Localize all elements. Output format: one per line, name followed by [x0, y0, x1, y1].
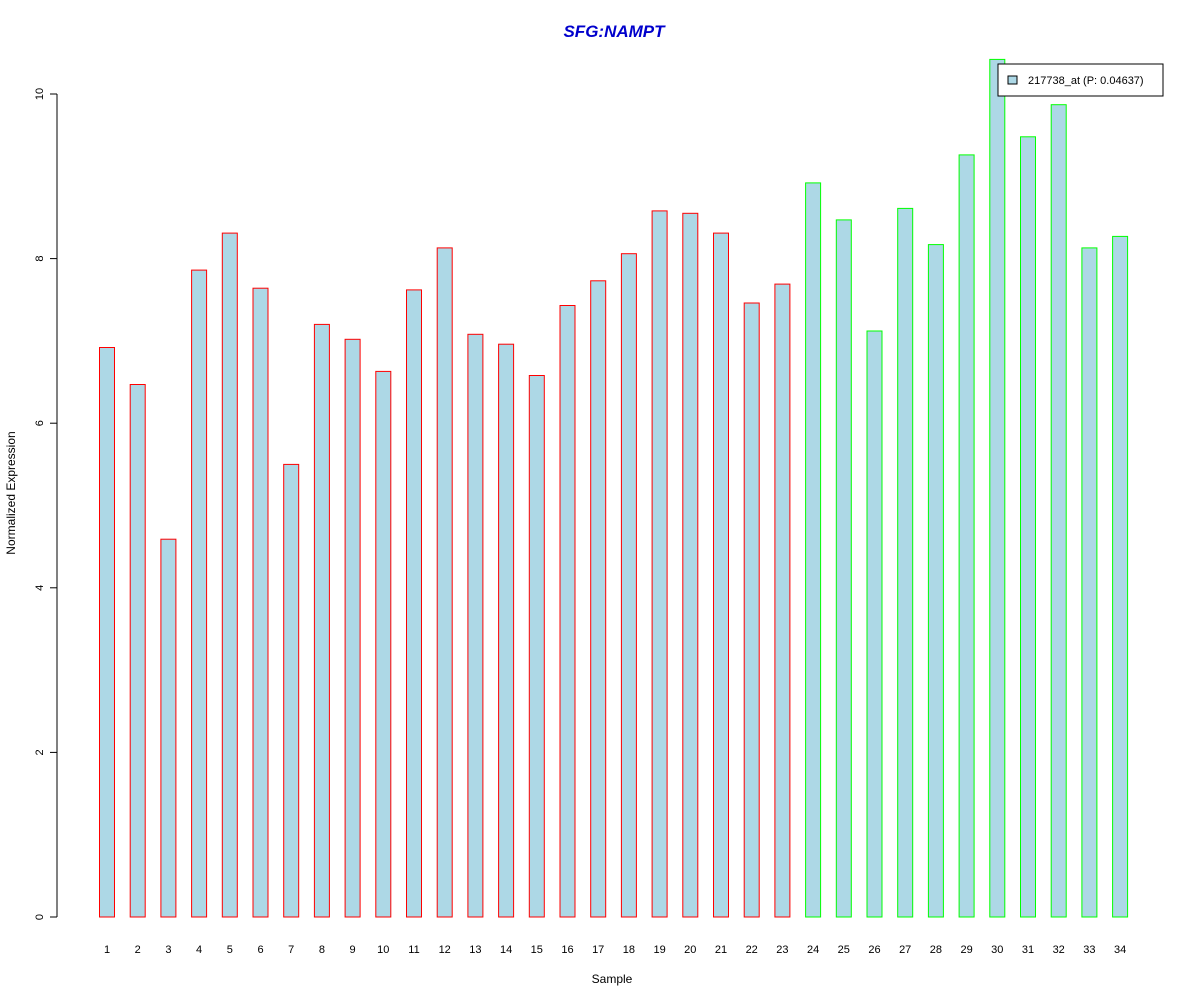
x-tick-label: 19: [653, 944, 665, 956]
bar-sample-19: [651, 210, 668, 918]
bar-sample-20: [682, 212, 699, 918]
bar-sample-11: [406, 289, 422, 918]
x-tick-label: 13: [469, 944, 481, 956]
x-tick-label: 23: [776, 944, 788, 956]
x-tick-label: 30: [991, 944, 1003, 956]
bar-sample-16: [559, 305, 576, 918]
bar-sample-8: [313, 323, 330, 918]
x-tick-label: 11: [408, 944, 419, 956]
bar-sample-10: [375, 370, 392, 918]
y-tick-label: 0: [34, 914, 46, 920]
x-tick-label: 20: [684, 944, 696, 956]
x-tick-label: 12: [439, 944, 451, 956]
bar-sample-22: [743, 302, 760, 918]
bar-sample-1: [99, 347, 115, 918]
bar-sample-33: [1081, 247, 1098, 918]
bar-sample-18: [620, 253, 637, 918]
bar-sample-9: [344, 338, 361, 918]
bar-sample-21: [713, 232, 729, 918]
legend-box: [997, 63, 1164, 97]
x-tick-label: 7: [288, 944, 294, 956]
bar-sample-14: [498, 343, 515, 918]
bar-sample-5: [221, 232, 238, 918]
y-tick-label: 8: [34, 256, 46, 262]
bar-sample-6: [252, 287, 269, 918]
x-tick-label: 28: [930, 944, 942, 956]
x-tick-label: 33: [1083, 944, 1095, 956]
bar-sample-12: [436, 247, 453, 918]
bar-sample-23: [774, 283, 791, 918]
legend-swatch: [1007, 75, 1018, 85]
x-tick-label: 9: [350, 944, 356, 956]
x-tick-label: 32: [1053, 944, 1065, 956]
x-tick-label: 6: [257, 944, 263, 956]
x-tick-label: 21: [715, 944, 727, 956]
x-tick-label: 15: [531, 944, 543, 956]
x-tick-label: 31: [1022, 944, 1034, 956]
x-tick-label: 5: [227, 944, 233, 956]
bar-sample-13: [467, 333, 484, 918]
bar-sample-25: [835, 219, 852, 918]
x-tick-label: 34: [1114, 944, 1126, 956]
bar-sample-31: [1020, 136, 1036, 918]
x-tick-label: 25: [838, 944, 850, 956]
bar-sample-17: [590, 280, 607, 918]
x-tick-label: 14: [500, 944, 512, 956]
chart-title: SFG:NAMPT: [563, 22, 666, 41]
bar-sample-2: [129, 384, 146, 918]
y-tick-label: 4: [34, 585, 46, 591]
x-axis-label: Sample: [592, 972, 633, 986]
bar-sample-26: [866, 330, 883, 918]
x-tick-label: 2: [135, 944, 141, 956]
x-tick-label: 3: [165, 944, 171, 956]
bar-sample-4: [191, 269, 208, 918]
bar-sample-7: [283, 463, 300, 918]
legend: 217738_at (P: 0.04637): [997, 63, 1164, 97]
x-tick-label: 8: [319, 944, 325, 956]
bar-sample-34: [1112, 235, 1129, 918]
bar-sample-27: [897, 207, 914, 918]
bar-sample-3: [160, 538, 177, 918]
y-tick-label: 2: [34, 749, 46, 755]
bar-sample-32: [1050, 104, 1067, 918]
y-axis: 0 2 4 6 8 10: [34, 88, 58, 920]
y-tick-label: 6: [34, 420, 46, 426]
x-tick-label: 22: [746, 944, 758, 956]
x-tick-label: 17: [592, 944, 604, 956]
bar-sample-28: [927, 244, 944, 918]
x-tick-label: 24: [807, 944, 819, 956]
x-tick-label: 27: [899, 944, 911, 956]
bars-group: [99, 58, 1129, 918]
y-axis-label: Normalized Expression: [4, 431, 18, 554]
x-tick-label: 16: [561, 944, 573, 956]
bar-sample-24: [805, 182, 822, 918]
x-tick-label: 1: [104, 944, 110, 956]
x-tick-label: 4: [196, 944, 202, 956]
bar-sample-30: [989, 58, 1006, 918]
x-tick-label: 29: [960, 944, 972, 956]
x-tick-label: 18: [623, 944, 635, 956]
y-tick-label: 10: [34, 88, 46, 100]
x-tick-labels: 1 2 3 4 5 6 7 8 9 10 11 12 13 14 15 16 17 18 19 20 21 22 23 24 2…: [104, 944, 1126, 956]
bar-sample-15: [528, 375, 545, 918]
legend-label: 217738_at (P: 0.04637): [1028, 75, 1144, 87]
x-tick-label: 10: [377, 944, 389, 956]
bar-sample-29: [958, 154, 975, 918]
x-tick-label: 26: [868, 944, 880, 956]
